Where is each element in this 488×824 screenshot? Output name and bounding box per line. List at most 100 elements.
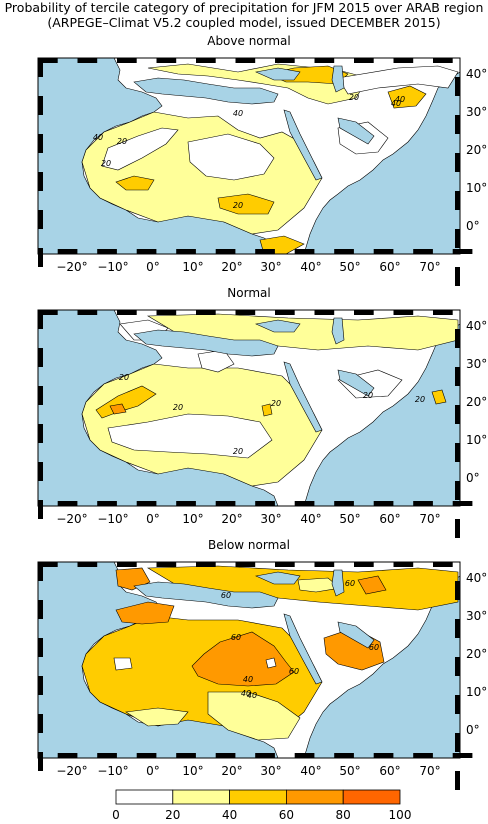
frame-tick: [314, 562, 335, 567]
probability-region: [261, 403, 273, 417]
contour-label: 40: [395, 95, 405, 104]
probability-region: [187, 133, 275, 181]
probability-region: [113, 657, 133, 671]
y-tick-label: 40°: [466, 67, 487, 81]
probability-region: [101, 127, 179, 171]
y-tick-label: 30°: [466, 105, 487, 119]
frame-tick: [57, 753, 78, 758]
frame-tick: [452, 249, 473, 254]
frame-tick: [117, 562, 137, 567]
frame-tick: [176, 249, 196, 254]
probability-region: [207, 691, 301, 741]
frame-tick: [294, 501, 315, 506]
frame-tick: [77, 310, 98, 315]
frame-tick: [38, 638, 43, 657]
map-area: 60 40 60 60 60 40 60 40: [38, 562, 460, 758]
frame-tick: [354, 310, 374, 315]
colorbar-segment: [342, 789, 401, 805]
x-tick-label: 0°: [146, 260, 160, 274]
x-tick-label: 70°: [419, 764, 440, 778]
contour-label: 20: [101, 159, 111, 168]
map-panel-2: 60 40 60 60 60 40 60 40: [37, 561, 473, 790]
frame-tick: [275, 562, 295, 567]
frame-tick: [373, 501, 394, 506]
frame-tick: [393, 562, 414, 567]
frame-tick: [334, 753, 354, 758]
panel-title-normal: Normal: [227, 286, 271, 300]
frame-tick: [255, 753, 275, 758]
probability-region: [297, 577, 341, 593]
frame-tick: [156, 310, 177, 315]
frame-tick: [38, 462, 43, 481]
frame-tick: [38, 248, 43, 267]
frame-tick: [97, 501, 117, 506]
y-tick-label: 0°: [466, 723, 480, 737]
frame-tick: [38, 386, 43, 405]
colorbar-segment: [172, 789, 231, 805]
frame-tick: [156, 562, 177, 567]
frame-tick: [455, 733, 460, 752]
probability-region: [387, 85, 427, 109]
probability-region: [337, 65, 459, 95]
y-tick-label: 0°: [466, 219, 480, 233]
frame-tick: [57, 501, 78, 506]
frame-tick: [38, 210, 43, 229]
frame-tick: [38, 96, 43, 115]
frame-tick: [97, 753, 117, 758]
frame-tick: [77, 58, 98, 63]
frame-tick: [136, 249, 157, 254]
frame-tick: [38, 714, 43, 733]
frame-tick: [235, 562, 256, 567]
x-tick-label: −10°: [97, 512, 128, 526]
y-tick-label: 30°: [466, 609, 487, 623]
y-tick-label: 20°: [466, 143, 487, 157]
frame-tick: [334, 501, 354, 506]
frame-tick: [255, 501, 275, 506]
x-tick-label: 0°: [146, 764, 160, 778]
x-tick-label: 0°: [146, 512, 160, 526]
frame-tick: [38, 600, 43, 619]
x-tick-label: 40°: [300, 764, 321, 778]
panel-title-below-normal: Below normal: [208, 538, 290, 552]
colorbar-tick-label: 60: [279, 808, 294, 822]
y-tick-label: 40°: [466, 571, 487, 585]
contour-label: 40: [241, 689, 251, 698]
x-tick-label: 30°: [260, 260, 281, 274]
contour-label: 20: [119, 373, 129, 382]
map-area: 20 20 20 20 20 20: [38, 310, 460, 506]
frame-tick: [38, 134, 43, 153]
frame-tick: [294, 753, 315, 758]
frame-tick: [373, 249, 394, 254]
contour-label: 40: [233, 109, 243, 118]
contour-label: 20: [233, 447, 243, 456]
frame-tick: [455, 481, 460, 500]
frame-tick: [97, 249, 117, 254]
figure-subtitle: (ARPEGE–Climat V5.2 coupled model, issue…: [47, 15, 441, 30]
contour-label: 40: [243, 675, 253, 684]
frame-tick: [455, 657, 460, 676]
frame-tick: [455, 329, 460, 348]
x-tick-label: 10°: [182, 764, 203, 778]
frame-tick: [38, 562, 43, 581]
y-tick-label: 0°: [466, 471, 480, 485]
x-tick-label: 10°: [182, 512, 203, 526]
x-tick-label: 20°: [221, 764, 242, 778]
panel-title-above-normal: Above normal: [207, 34, 291, 48]
x-tick-label: 70°: [419, 512, 440, 526]
frame-tick: [452, 753, 473, 758]
probability-region: [357, 575, 387, 595]
probability-region: [115, 601, 175, 625]
probability-region: [431, 389, 447, 405]
frame-tick: [176, 753, 196, 758]
x-tick-label: 50°: [339, 260, 360, 274]
frame-tick: [413, 753, 433, 758]
frame-tick: [455, 443, 460, 462]
frame-tick: [314, 58, 335, 63]
x-tick-label: −20°: [56, 260, 87, 274]
frame-tick: [215, 753, 236, 758]
frame-tick: [117, 310, 137, 315]
y-tick-label: 10°: [466, 433, 487, 447]
probability-region: [125, 707, 189, 727]
colorbar-segment: [115, 789, 174, 805]
frame-tick: [235, 58, 256, 63]
